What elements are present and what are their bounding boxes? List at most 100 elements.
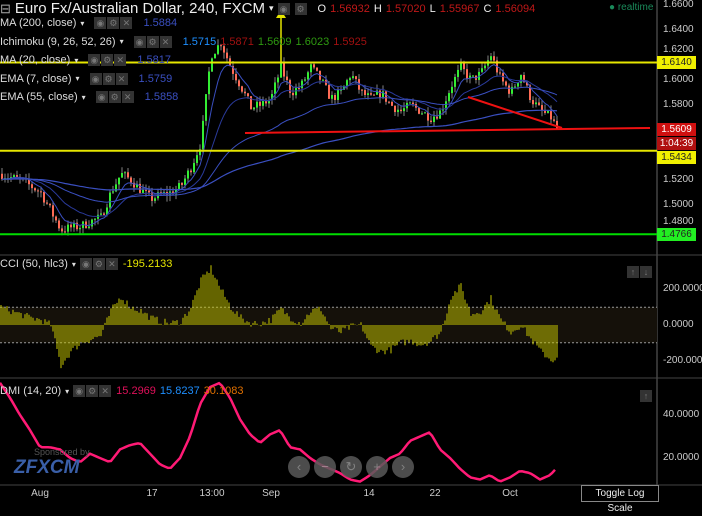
candle xyxy=(301,80,303,89)
candle xyxy=(349,78,351,81)
candle xyxy=(124,172,126,174)
close-icon[interactable]: ✕ xyxy=(120,17,133,29)
zoom-out-button[interactable]: − xyxy=(314,456,336,478)
candle xyxy=(346,80,348,86)
indicator-value: 1.5759 xyxy=(138,72,173,85)
candle xyxy=(49,203,51,206)
candle xyxy=(28,178,30,185)
candle xyxy=(103,213,105,215)
close-icon[interactable]: ✕ xyxy=(99,385,112,397)
collapse-icon[interactable]: ⊟ xyxy=(0,0,11,16)
candle xyxy=(466,69,468,79)
chart-canvas[interactable] xyxy=(0,0,702,501)
gear-icon[interactable]: ⚙ xyxy=(146,35,159,48)
dmi-legend: DMI (14, 20) ▾ ◉ ⚙ ✕ 15.2969 15.8237 30.108… xyxy=(0,385,243,397)
candle xyxy=(223,46,225,53)
eye-icon[interactable]: ◉ xyxy=(277,2,290,15)
candle xyxy=(193,162,195,173)
gear-icon[interactable]: ⚙ xyxy=(102,72,115,85)
countdown-tag: 1:04:39 xyxy=(657,137,696,150)
toggle-log-scale-button[interactable]: Toggle Log Scale xyxy=(581,485,659,514)
gear-icon[interactable]: ⚙ xyxy=(294,2,307,15)
candle xyxy=(520,74,522,83)
eye-icon[interactable]: ◉ xyxy=(88,54,101,66)
candle xyxy=(424,112,426,114)
candle xyxy=(379,90,381,98)
eye-icon[interactable]: ◉ xyxy=(95,91,108,103)
candle xyxy=(199,149,201,156)
candle xyxy=(304,79,306,81)
gear-icon[interactable]: ⚙ xyxy=(101,54,114,66)
reset-button[interactable]: ↻ xyxy=(340,456,362,478)
eye-icon[interactable]: ◉ xyxy=(133,35,146,48)
dmi-tick: 20.0000 xyxy=(663,452,700,463)
dmi-label[interactable]: DMI (14, 20) xyxy=(0,385,62,397)
candle xyxy=(337,89,339,100)
gear-icon[interactable]: ⚙ xyxy=(86,385,99,397)
gear-icon[interactable]: ⚙ xyxy=(92,258,105,270)
close-icon[interactable]: ✕ xyxy=(121,91,134,103)
chevron-down-icon[interactable]: ▾ xyxy=(65,386,70,396)
price-tick: 1.6400 xyxy=(663,24,694,35)
candle xyxy=(511,86,513,94)
candle xyxy=(289,80,291,93)
zoom-in-button[interactable]: + xyxy=(366,456,388,478)
candle xyxy=(130,177,132,183)
candle xyxy=(397,109,399,113)
candle xyxy=(61,228,63,232)
arrow-up-icon[interactable]: ↑ xyxy=(640,390,652,402)
candle xyxy=(391,101,393,106)
chevron-down-icon[interactable]: ▾ xyxy=(119,37,124,46)
cci-value: -195.2133 xyxy=(122,258,173,270)
gear-icon[interactable]: ⚙ xyxy=(108,91,121,103)
gear-icon[interactable]: ⚙ xyxy=(107,17,120,29)
close-icon[interactable]: ✕ xyxy=(105,258,118,270)
eye-icon[interactable]: ◉ xyxy=(89,72,102,85)
chevron-down-icon[interactable]: ▾ xyxy=(269,3,274,13)
candle xyxy=(238,80,240,87)
chevron-down-icon[interactable]: ▾ xyxy=(74,55,79,65)
eye-icon[interactable]: ◉ xyxy=(94,17,107,29)
price-tick: 1.5000 xyxy=(663,199,694,210)
candle xyxy=(481,68,483,72)
indicator-legend: EMA (7, close) ▾ ◉ ⚙ ✕ 1.5759 xyxy=(0,72,173,85)
symbol-title[interactable]: Euro Fx/Australian Dollar, 240, FXCM xyxy=(14,0,265,17)
candle xyxy=(403,108,405,112)
ema-55-line xyxy=(2,86,558,203)
chevron-down-icon[interactable]: ▾ xyxy=(81,92,86,102)
indicator-label[interactable]: MA (200, close) xyxy=(0,17,77,29)
candle xyxy=(118,177,120,185)
indicator-label[interactable]: MA (20, close) xyxy=(0,54,71,66)
arrow-down-icon[interactable]: ↓ xyxy=(640,266,652,278)
candle xyxy=(469,75,471,79)
candle xyxy=(322,79,324,81)
candle xyxy=(274,82,276,94)
candle xyxy=(253,107,255,110)
chevron-down-icon[interactable]: ▾ xyxy=(75,74,80,83)
chevron-down-icon[interactable]: ▾ xyxy=(80,18,85,28)
candle xyxy=(154,198,156,201)
candle xyxy=(250,96,252,110)
support-price-tag: 1.5434 xyxy=(657,151,696,164)
cci-label[interactable]: CCI (50, hlc3) xyxy=(0,258,68,270)
close-icon[interactable]: ✕ xyxy=(159,35,172,48)
scroll-left-button[interactable]: ‹ xyxy=(288,456,310,478)
candle xyxy=(271,93,273,101)
indicator-value: 1.6023 xyxy=(295,35,330,48)
indicator-label[interactable]: EMA (55, close) xyxy=(0,91,78,103)
eye-icon[interactable]: ◉ xyxy=(73,385,86,397)
candle xyxy=(400,109,402,112)
indicator-label[interactable]: EMA (7, close) xyxy=(0,72,72,85)
scroll-right-button[interactable]: › xyxy=(392,456,414,478)
candle xyxy=(184,178,186,185)
eye-icon[interactable]: ◉ xyxy=(79,258,92,270)
indicator-label[interactable]: Ichimoku (9, 26, 52, 26) xyxy=(0,35,116,48)
close-icon[interactable]: ✕ xyxy=(115,72,128,85)
candle xyxy=(430,120,432,123)
candle xyxy=(280,62,282,78)
candle xyxy=(454,76,456,87)
close-icon[interactable]: ✕ xyxy=(114,54,127,66)
arrow-up-icon[interactable]: ↑ xyxy=(627,266,639,278)
cci-tick: 0.0000 xyxy=(663,319,694,330)
chevron-down-icon[interactable]: ▾ xyxy=(71,259,76,269)
